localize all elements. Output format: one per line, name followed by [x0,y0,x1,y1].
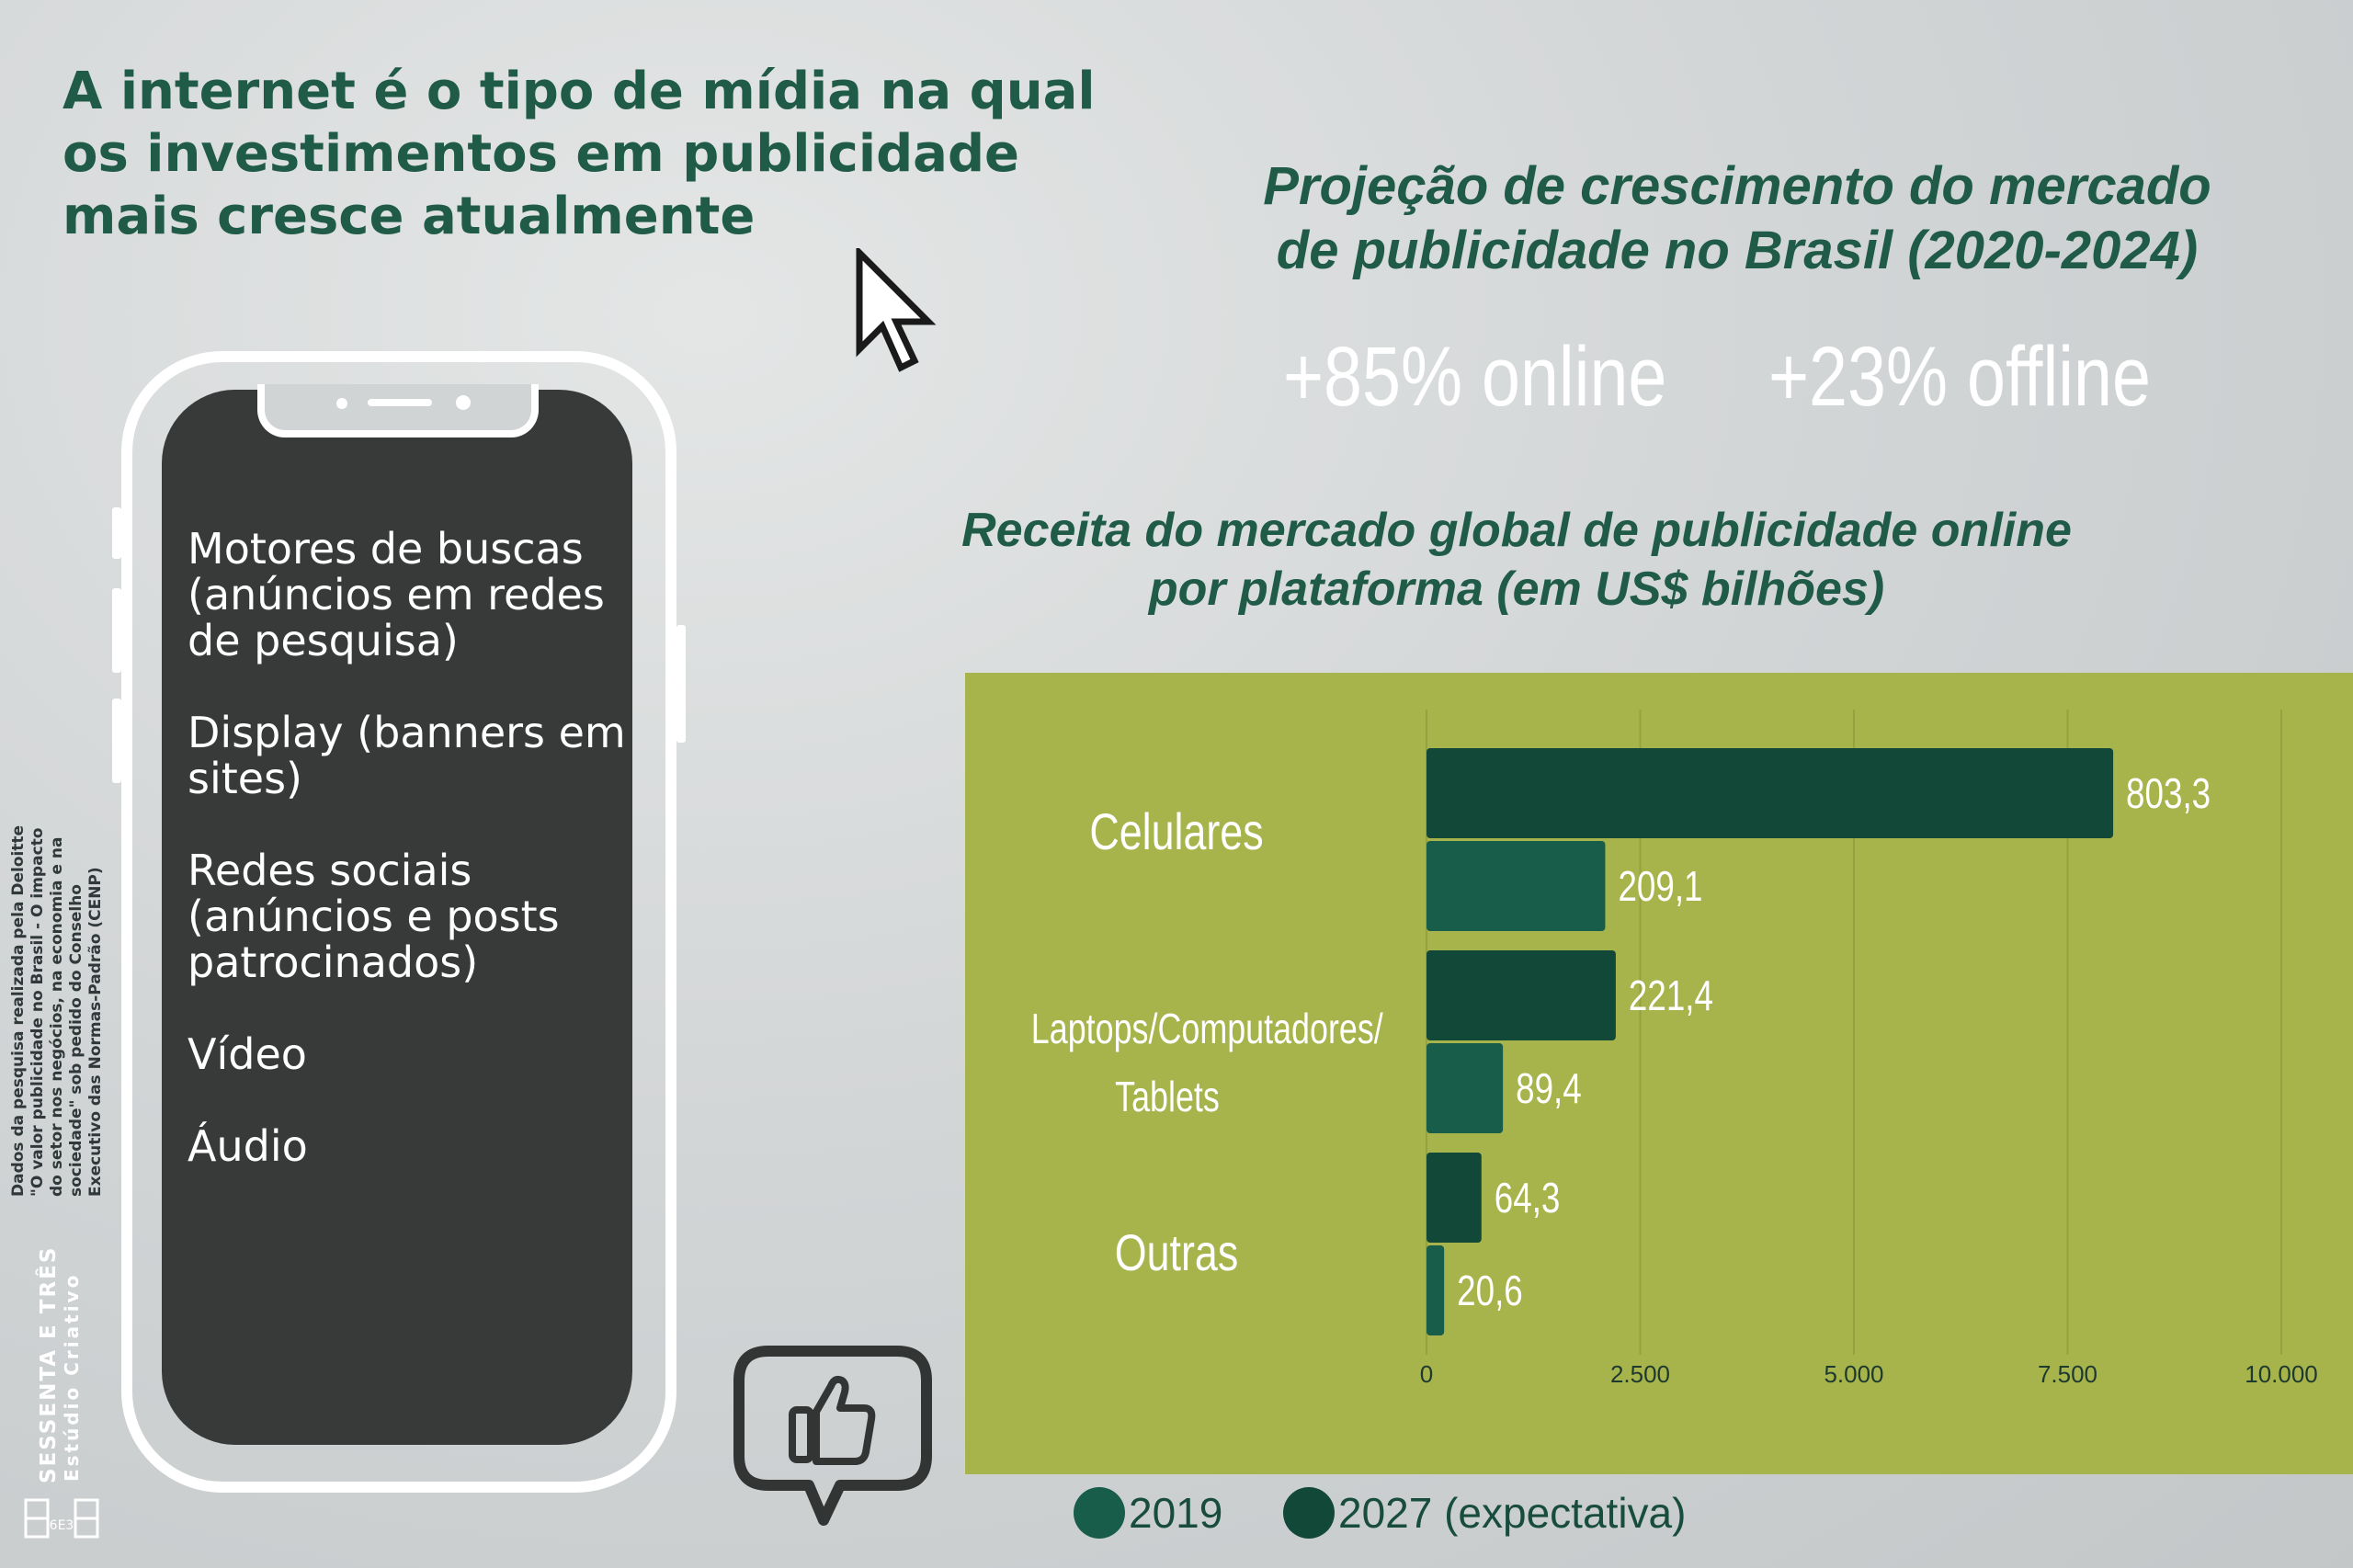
list-item: Áudio [188,1121,308,1171]
category-label-outras: Outras [1114,1223,1239,1281]
bar [1427,841,1606,931]
data-label: 803,3 [2126,769,2211,817]
brand-logo-icon: 6E3 [24,1498,99,1539]
legend-swatch-2027 [1283,1487,1335,1539]
source-note: Dados da pesquisa realizada pela Deloitt… [9,824,105,1197]
category-label-celulares: Celulares [1089,802,1264,860]
projection-title-line1: Projeção de crescimento do mercado [1263,156,2211,216]
list-item: Vídeo [188,1029,307,1079]
thumbs-up-chat-bubble-icon [733,1346,932,1526]
chart-panel: 0 2.500 5.000 7.500 10.000 803,3 209,1 221,4 89,… [965,673,2353,1474]
x-tick-label: 10.000 [2245,1360,2318,1388]
phone-side-button [112,507,121,559]
mouse-pointer-icon [856,248,937,372]
chart-title-line2: por plataforma (em US$ bilhões) [1148,562,1885,616]
phone-camera [456,395,471,410]
bar [1427,950,1616,1040]
category-label-laptops: Laptops/Computadores/ Tablets [1030,1005,1383,1120]
data-label: 20,6 [1457,1267,1523,1314]
chart-title-line1: Receita do mercado global de publicidade… [961,504,2072,557]
bar [1427,1153,1482,1243]
legend-label-2019: 2019 [1129,1489,1223,1537]
list-item: Display (banners em sites) [188,708,626,803]
bar [1427,748,2114,838]
brand-name: SESSENTA E TRÊS [37,1245,61,1483]
brand-subtitle: Estúdio Criativo [61,1272,83,1482]
x-tick-label: 0 [1420,1360,1433,1388]
projection-online-stat: +85% online [1283,330,1667,424]
phone-power-button [676,625,686,743]
data-label: 221,4 [1629,971,1713,1019]
phone-side-button [112,588,121,673]
data-label: 89,4 [1516,1064,1582,1112]
legend-item-2027: 2027 (expectativa) [1283,1487,1686,1539]
projection-title-line2: de publicidade no Brasil (2020-2024) [1276,221,2199,280]
data-label: 209,1 [1618,862,1702,910]
bar-chart: 0 2.500 5.000 7.500 10.000 803,3 209,1 221,4 89,… [1420,710,2318,1388]
data-label: 64,3 [1495,1174,1561,1221]
x-tick-label: 7.500 [2038,1360,2097,1388]
phone-frame [121,351,676,1493]
phone-side-button [112,699,121,783]
page-headline: A internet é o tipo de mídia na qual os … [63,62,1096,246]
legend-label-2027: 2027 (expectativa) [1338,1489,1687,1537]
brand-logo-text: 6E3 [50,1518,74,1533]
phone-screen [162,390,632,1445]
legend-item-2019: 2019 [1074,1487,1222,1539]
list-item: Redes sociais (anúncios e posts patrocin… [188,846,560,987]
x-tick-label: 2.500 [1610,1360,1670,1388]
bar [1427,1245,1445,1335]
projection-offline-stat: +23% offline [1768,330,2151,424]
bar [1427,1043,1504,1133]
projection-title: Projeção de crescimento do mercado de pu… [1167,154,2307,283]
legend-swatch-2019 [1074,1487,1125,1539]
brand-block: SESSENTA E TRÊS Estúdio Criativo [37,1246,83,1483]
phone-camera-dot [336,398,347,409]
phone-speaker [368,399,432,406]
phone-media-list: Motores de buscas (anúncios em redes de … [188,526,629,1215]
chart-title: Receita do mercado global de publicidade… [855,501,2178,619]
list-item: Motores de buscas (anúncios em redes de … [188,524,605,665]
phone-notch [257,384,539,437]
x-tick-label: 5.000 [1824,1360,1883,1388]
